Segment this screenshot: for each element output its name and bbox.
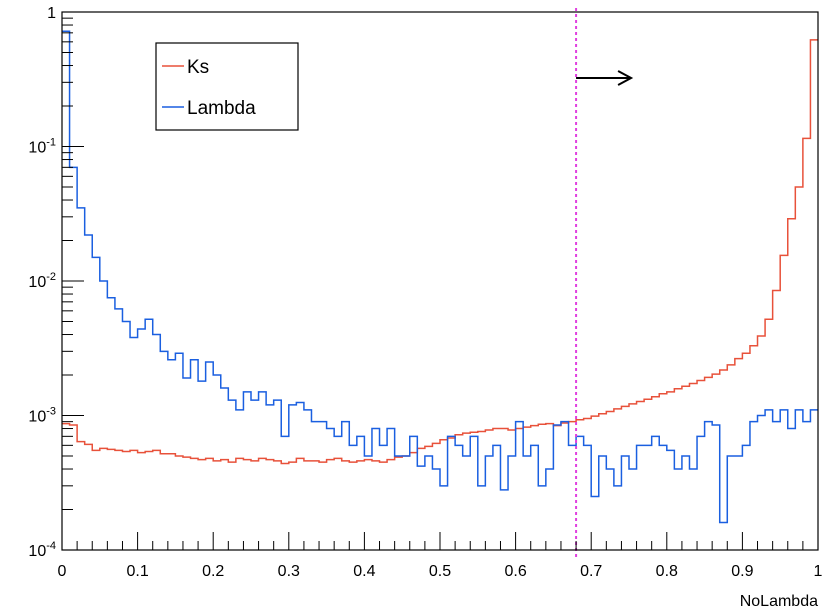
series-ks-line — [62, 39, 818, 465]
y-tick-label: 1 — [47, 5, 56, 22]
x-tick-label: 0.3 — [278, 563, 300, 580]
y-tick-label: 10-1 — [28, 137, 56, 157]
legend-label-ks: Ks — [187, 57, 209, 78]
x-tick-label: 0.9 — [731, 563, 753, 580]
cut-arrow-head — [617, 70, 634, 86]
x-tick-label: 0.7 — [580, 563, 602, 580]
x-tick-label: 0.2 — [202, 563, 224, 580]
annotation-layer — [575, 8, 634, 558]
series-lambda-line — [62, 30, 818, 524]
y-tick-label: 10-4 — [28, 540, 56, 560]
x-tick-label: 0.6 — [504, 563, 526, 580]
x-tick-label: 1 — [814, 563, 823, 580]
legend-label-lambda: Lambda — [187, 98, 256, 119]
x-tick-label: 0 — [58, 563, 67, 580]
axes-layer: 0 0.1 0.2 0.3 0.4 0.5 0.6 0.7 0.8 0.9 1 10-4 10-3 10-… — [28, 5, 822, 580]
x-tick-label: 0.5 — [429, 563, 451, 580]
x-tick-label: 0.1 — [126, 563, 148, 580]
series-layer — [62, 30, 818, 524]
y-tick-label: 10-3 — [28, 406, 56, 426]
x-tick-label: 0.4 — [353, 563, 375, 580]
x-tick-label: 0.8 — [656, 563, 678, 580]
y-tick-label: 10-2 — [28, 271, 56, 291]
x-axis-label: NoLambda — [740, 593, 818, 610]
legend: Ks Lambda — [155, 42, 299, 131]
legend-box — [155, 42, 299, 131]
